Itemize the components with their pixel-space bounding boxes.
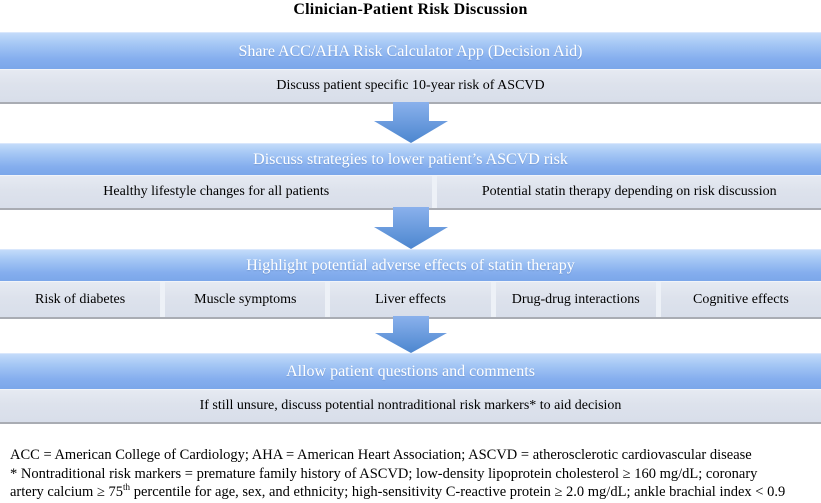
step4-header-label: Allow patient questions and comments <box>286 363 535 380</box>
footnote-line-1: ACC = American College of Cardiology; AH… <box>10 447 752 463</box>
step3-item-diabetes: Risk of diabetes <box>0 282 161 317</box>
step2-header-bar: Discuss strategies to lower patient’s AS… <box>0 143 821 176</box>
step2-sub-bar: Healthy lifestyle changes for all patien… <box>0 175 821 208</box>
step2-header-label: Discuss strategies to lower patient’s AS… <box>253 151 568 168</box>
step3-item-liver: Liver effects <box>330 282 491 317</box>
step3-header-label: Highlight potential adverse effects of s… <box>246 257 575 274</box>
footnote-line-2: * Nontraditional risk markers = prematur… <box>10 465 758 482</box>
down-arrow-icon <box>0 207 821 249</box>
step1-sub-bar: Discuss patient specific 10-year risk of… <box>0 69 821 102</box>
step3-sub-bar: Risk of diabetes Muscle symptoms Liver e… <box>0 281 821 317</box>
step4-header-bar: Allow patient questions and comments <box>0 353 821 390</box>
step4-sub-bar: If still unsure, discuss potential nontr… <box>0 389 821 422</box>
footnote: ACC = American College of Cardiology; AH… <box>10 446 815 502</box>
figure-title: Clinician-Patient Risk Discussion <box>293 1 528 18</box>
step2-item-statin: Potential statin therapy depending on ri… <box>437 176 821 208</box>
step3-item-muscle: Muscle symptoms <box>165 282 326 317</box>
step3-item-cognitive: Cognitive effects <box>660 282 821 317</box>
down-arrow-icon <box>0 102 821 143</box>
step1-header-bar: Share ACC/AHA Risk Calculator App (Decis… <box>0 32 821 70</box>
footnote-line-3: artery calcium ≥ 75th percentile for age… <box>10 482 786 501</box>
step3-header-bar: Highlight potential adverse effects of s… <box>0 249 821 282</box>
down-arrow-icon <box>0 316 821 353</box>
step1-header-label: Share ACC/AHA Risk Calculator App (Decis… <box>238 42 583 60</box>
step1-item-label: Discuss patient specific 10-year risk of… <box>276 78 545 93</box>
step2-item-lifestyle: Healthy lifestyle changes for all patien… <box>0 176 433 208</box>
step3-item-drug-interactions: Drug-drug interactions <box>495 282 656 317</box>
step4-item-label: If still unsure, discuss potential nontr… <box>199 398 622 413</box>
